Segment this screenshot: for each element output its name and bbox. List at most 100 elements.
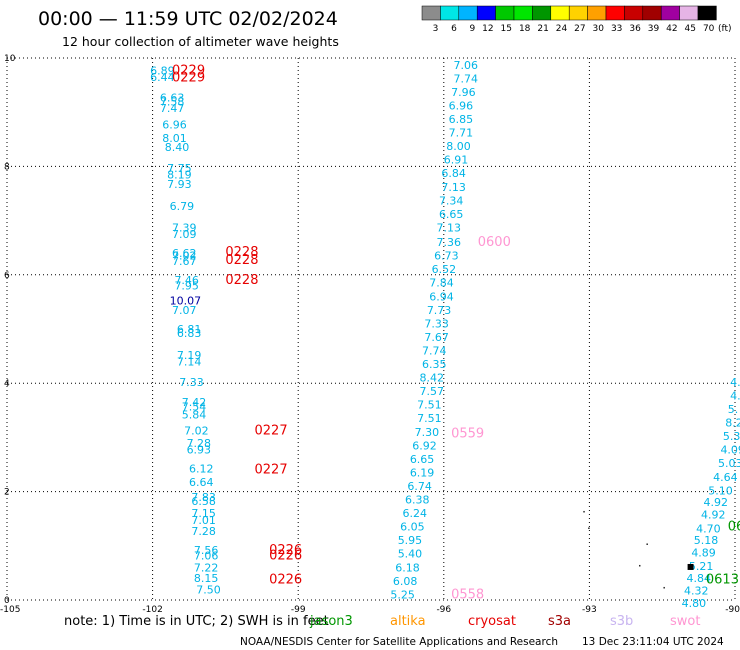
wave-height-label: 4.: [730, 376, 740, 389]
wave-height-label: 8.00: [446, 140, 471, 153]
wave-height-label: 6.73: [434, 250, 459, 263]
wave-height-label: 5.30: [723, 430, 740, 443]
wave-height-label: 6.63: [160, 91, 185, 104]
wave-height-label: 7.47: [160, 102, 185, 115]
color-legend: 3 6 9 12 15 18 21 24 27 30 33 36 39 42 45 70: [421, 5, 717, 34]
wave-height-label: 6.18: [395, 561, 420, 574]
legend-label: 39: [648, 24, 660, 34]
satellite-label: cryosat: [468, 614, 516, 629]
y-tick-label: 2: [4, 488, 10, 498]
wave-height-label: 6.96: [449, 99, 474, 112]
pass-time-label: 0226: [269, 543, 302, 558]
x-tick-label: -102: [142, 605, 162, 615]
wave-height-label: 7.67: [172, 255, 197, 268]
wave-height-label: 6.93: [187, 444, 212, 457]
wave-height-label: 6.38: [405, 494, 430, 507]
legend-swatch: [550, 5, 570, 21]
pass-time-label: 0613: [706, 573, 739, 588]
wave-height-label: 7.33: [424, 317, 449, 330]
pass-time-label: 0226: [269, 548, 302, 563]
wave-height-label: 8.19: [167, 168, 192, 181]
wave-height-label: 7.22: [194, 561, 219, 574]
wave-height-label: 7.84: [429, 277, 454, 290]
legend-swatch: [660, 5, 680, 21]
legend-label: 15: [501, 24, 512, 34]
wave-height-label: 6.92: [412, 439, 437, 452]
legend-label: 33: [611, 24, 622, 34]
coast-mark: ·: [662, 581, 666, 595]
legend-swatch: [421, 5, 441, 21]
wave-height-label: 4.: [730, 389, 740, 402]
wave-height-label: 6.19: [410, 466, 435, 479]
wave-height-label: 7.34: [439, 194, 464, 207]
legend-swatch: [587, 5, 607, 21]
wave-height-label: 7.02: [184, 425, 209, 438]
legend-label: 24: [556, 24, 568, 34]
coast-mark: ·: [582, 505, 586, 519]
legend-swatch: [513, 5, 533, 21]
wave-height-label: 7.28: [187, 437, 212, 450]
footer-credit: NOAA/NESDIS Center for Satellite Applica…: [240, 636, 558, 648]
legend-label: 70: [703, 24, 715, 34]
legend-label: 27: [574, 24, 585, 34]
wave-height-label: 5.25: [390, 588, 415, 601]
wave-height-label: 7.07: [172, 304, 197, 317]
wave-height-label: 6.96: [162, 118, 187, 131]
wave-height-label: 8.42: [420, 372, 445, 385]
legend-label: 21: [537, 24, 548, 34]
legend-swatch: [476, 5, 496, 21]
legend-label: 42: [666, 24, 677, 34]
wave-height-label: 7.13: [441, 181, 466, 194]
wave-height-label: 4.92: [701, 509, 726, 522]
pass-time-label: 0559: [451, 426, 484, 441]
wave-height-label: 7.56: [194, 544, 219, 557]
wave-height-label: 6.44: [150, 71, 175, 84]
wave-height-label: 7.73: [427, 304, 452, 317]
wave-height-label: 7.93: [167, 178, 192, 191]
wave-height-label: 7.19: [177, 349, 202, 362]
y-tick-label: 8: [4, 162, 10, 172]
wave-height-label: 5.: [728, 403, 739, 416]
x-tick-label: -93: [582, 605, 597, 615]
coast-mark: ·: [645, 538, 649, 552]
y-tick-label: 0: [4, 596, 10, 606]
wave-height-label: 6.52: [432, 263, 457, 276]
wave-height-label: 7.06: [454, 59, 479, 72]
pass-time-label: 061: [728, 520, 740, 535]
legend-swatch: [624, 5, 644, 21]
wave-height-label: 7.01: [191, 514, 216, 527]
wave-height-label: 4.09: [720, 444, 740, 457]
pass-time-label: 0600: [478, 235, 511, 250]
wave-height-label: 5.40: [398, 548, 423, 561]
wave-height-label: 6.05: [400, 521, 425, 534]
wave-height-label: 6.81: [177, 323, 202, 336]
wave-height-label: 7.30: [415, 426, 440, 439]
wave-height-label: 4.80: [682, 597, 707, 610]
wave-height-label: 7.33: [179, 376, 204, 389]
wave-height-label: 5.84: [182, 408, 207, 421]
wave-height-label: 5.03: [718, 457, 740, 470]
wave-height-label: 7.50: [196, 583, 221, 596]
wave-height-label: 8.15: [194, 572, 219, 585]
wave-height-label: 7.58: [160, 96, 185, 109]
legend-swatch: [568, 5, 588, 21]
x-tick-label: -105: [0, 605, 20, 615]
wave-height-label: 4.32: [684, 585, 709, 598]
wave-height-label: 7.74: [454, 72, 479, 85]
wave-height-label: 7.13: [437, 221, 462, 234]
legend-swatch: [495, 5, 515, 21]
wave-height-label: 7.02: [172, 250, 197, 263]
chart-grid: [6, 57, 736, 601]
pass-time-label: 0228: [225, 273, 258, 288]
wave-height-label: 6.62: [172, 247, 197, 260]
wave-height-label: 5.95: [398, 534, 423, 547]
x-tick-label: -90: [725, 605, 740, 615]
legend-label: 9: [469, 24, 475, 34]
wave-height-label: 7.83: [191, 491, 216, 504]
chart-subtitle: 12 hour collection of altimeter wave hei…: [62, 34, 339, 49]
wave-height-label: 7.75: [167, 162, 192, 175]
wave-height-label: 7.15: [191, 507, 216, 520]
wave-height-label: 6.65: [439, 208, 464, 221]
legend-label: 3: [433, 24, 439, 34]
wave-height-label: 5.18: [694, 534, 719, 547]
